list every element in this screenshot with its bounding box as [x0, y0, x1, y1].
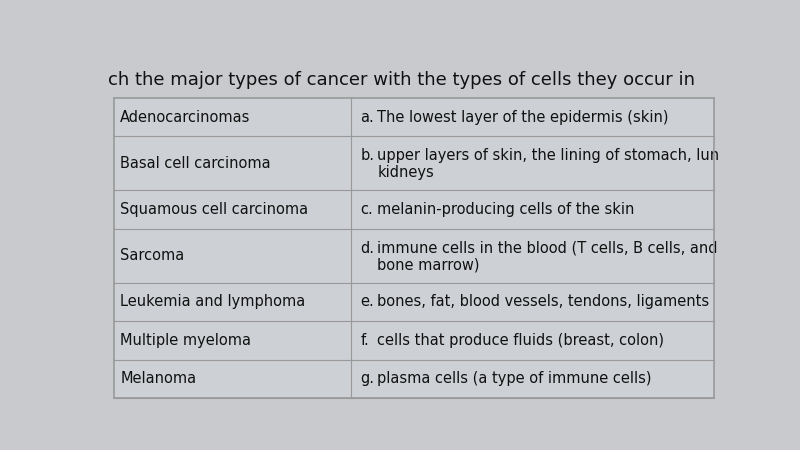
Text: f.: f. [360, 333, 369, 348]
Text: melanin-producing cells of the skin: melanin-producing cells of the skin [378, 202, 634, 217]
Text: upper layers of skin, the lining of stomach, lun: upper layers of skin, the lining of stom… [378, 148, 719, 163]
Text: Melanoma: Melanoma [120, 371, 196, 387]
Text: Sarcoma: Sarcoma [120, 248, 184, 263]
Text: kidneys: kidneys [378, 165, 434, 180]
Text: bones, fat, blood vessels, tendons, ligaments: bones, fat, blood vessels, tendons, liga… [378, 294, 710, 310]
Text: ch the major types of cancer with the types of cells they occur in: ch the major types of cancer with the ty… [108, 71, 694, 89]
Text: cells that produce fluids (breast, colon): cells that produce fluids (breast, colon… [378, 333, 664, 348]
Text: Adenocarcinomas: Adenocarcinomas [120, 110, 250, 125]
Bar [114, 98, 714, 398]
Text: Leukemia and lymphoma: Leukemia and lymphoma [120, 294, 306, 310]
Text: a.: a. [360, 110, 374, 125]
Text: immune cells in the blood (T cells, B cells, and: immune cells in the blood (T cells, B ce… [378, 241, 718, 256]
Text: Squamous cell carcinoma: Squamous cell carcinoma [120, 202, 308, 217]
Text: d.: d. [360, 241, 374, 256]
Text: Basal cell carcinoma: Basal cell carcinoma [120, 156, 270, 171]
Text: g.: g. [360, 371, 374, 387]
Text: e.: e. [360, 294, 374, 310]
Text: c.: c. [360, 202, 373, 217]
Text: bone marrow): bone marrow) [378, 257, 480, 272]
Text: Multiple myeloma: Multiple myeloma [120, 333, 251, 348]
Text: plasma cells (a type of immune cells): plasma cells (a type of immune cells) [378, 371, 652, 387]
Text: b.: b. [360, 148, 374, 163]
Text: The lowest layer of the epidermis (skin): The lowest layer of the epidermis (skin) [378, 110, 669, 125]
